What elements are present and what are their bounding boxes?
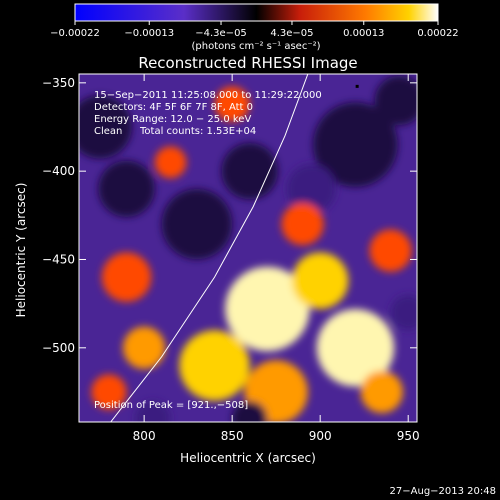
annotation-peak: Position of Peak = [921.,−508] bbox=[94, 400, 248, 411]
heatmap-blob bbox=[161, 188, 233, 260]
heatmap-blob bbox=[281, 203, 324, 246]
y-axis-label: Heliocentric Y (arcsec) bbox=[14, 183, 28, 318]
x-tick-label: 950 bbox=[397, 429, 420, 443]
colorbar-unit: (photons cm⁻² s⁻¹ asec⁻²) bbox=[191, 41, 320, 52]
colorbar-ticks bbox=[74, 21, 439, 25]
x-axis-label: Heliocentric X (arcsec) bbox=[180, 451, 316, 465]
annotation-time-range: 15−Sep−2011 11:25:08.000 to 11:29:22.000 bbox=[94, 90, 322, 101]
x-axis-ticks: 800 850 900 950 bbox=[133, 74, 420, 443]
annotation-clean: Clean bbox=[94, 126, 122, 137]
heatmap-blob bbox=[79, 95, 132, 159]
x-tick-label: 850 bbox=[221, 429, 244, 443]
footer-timestamp: 27−Aug−2013 20:48 bbox=[390, 486, 496, 497]
colorbar-tick-label: 0.00022 bbox=[417, 28, 458, 39]
y-axis-ticks: −350 −400 −450 −500 bbox=[42, 76, 417, 355]
heatmap-blob bbox=[313, 102, 398, 187]
colorbar-tick-label: 0.00013 bbox=[343, 28, 384, 39]
heatmap-blob bbox=[316, 309, 395, 387]
annotation-counts: Total counts: 1.53E+04 bbox=[139, 126, 256, 137]
annotation-energy: Energy Range: 12.0 − 25.0 keV bbox=[94, 114, 251, 125]
heatmap-blob bbox=[286, 164, 337, 214]
y-tick-label: −500 bbox=[42, 341, 75, 355]
colorbar-tick-label: 4.3e−05 bbox=[270, 28, 313, 39]
heatmap-blob bbox=[123, 326, 166, 369]
heatmap-blob bbox=[232, 400, 268, 422]
heatmap-blob bbox=[98, 160, 155, 217]
heatmap-blob bbox=[91, 374, 127, 410]
heatmap-blob bbox=[214, 86, 250, 122]
heatmap-sources bbox=[79, 75, 417, 422]
x-tick-label: 800 bbox=[133, 429, 156, 443]
colorbar-tick-label: −0.00013 bbox=[124, 28, 174, 39]
heatmap-blob bbox=[374, 75, 417, 126]
heatmap-blob bbox=[292, 252, 349, 309]
heatmap-blob bbox=[225, 266, 310, 352]
y-tick-label: −400 bbox=[42, 164, 75, 178]
heatmap-blob bbox=[360, 370, 403, 414]
colorbar bbox=[74, 3, 439, 22]
solar-limb-line bbox=[110, 74, 309, 422]
x-tick-label: 900 bbox=[309, 429, 332, 443]
chart-title: Reconstructed RHESSI Image bbox=[138, 54, 357, 72]
colorbar-tick-label: −4.3e−05 bbox=[195, 28, 247, 39]
heatmap-blob bbox=[179, 330, 250, 401]
colorbar-tick-label: −0.00022 bbox=[50, 28, 100, 39]
plot-frame bbox=[78, 73, 418, 423]
heatmap-blob bbox=[101, 252, 152, 302]
y-tick-label: −450 bbox=[42, 252, 75, 266]
annotation-detectors: Detectors: 4F 5F 6F 7F 8F, Att 0 bbox=[94, 102, 253, 113]
heatmap-blob bbox=[221, 142, 278, 200]
heatmap-blob bbox=[369, 229, 412, 272]
heatmap-blob bbox=[154, 146, 187, 179]
colorbar-tick-labels: −0.00022 −0.00013 −4.3e−05 4.3e−05 0.00013 0.… bbox=[50, 28, 459, 39]
heatmap-blob bbox=[390, 294, 417, 331]
peak-marker bbox=[355, 84, 359, 88]
y-tick-label: −350 bbox=[42, 76, 75, 90]
